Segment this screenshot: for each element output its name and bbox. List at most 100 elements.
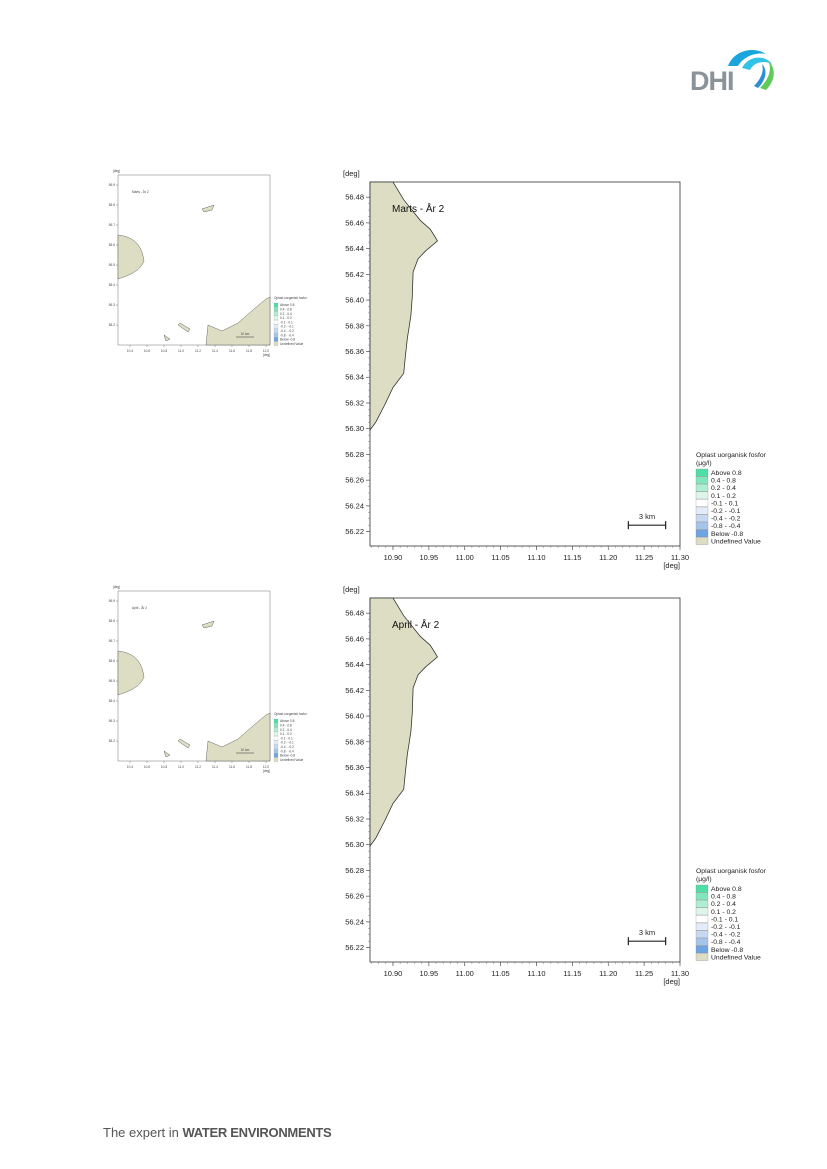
legend-swatch bbox=[695, 499, 709, 507]
footer-prefix: The expert in bbox=[103, 1125, 183, 1140]
legend-label: -0.8 - -0.4 bbox=[711, 939, 741, 946]
y-tick-label: 56.48 bbox=[345, 609, 364, 618]
legend-swatch bbox=[695, 884, 709, 893]
x-axis-unit: [deg] bbox=[663, 561, 680, 570]
y-tick-label: 56.24 bbox=[345, 501, 364, 510]
scale-bar-label: 3 km bbox=[639, 928, 655, 937]
legend-swatch bbox=[695, 907, 709, 916]
mini-legend-swatch bbox=[273, 723, 279, 728]
y-tick-label: 56.46 bbox=[345, 634, 364, 643]
mini-x-tick-label: 10.4 bbox=[127, 765, 133, 769]
mini-y-tick-label: 56.3 bbox=[109, 719, 115, 723]
mini-legend-swatch bbox=[273, 337, 279, 342]
mini-x-tick-label: 10.6 bbox=[144, 349, 150, 353]
mini-y-tick-label: 56.2 bbox=[109, 739, 115, 743]
scale-bar-label: 3 km bbox=[639, 512, 655, 521]
logo-text: DHI bbox=[690, 66, 734, 96]
x-axis-unit: [deg] bbox=[663, 977, 680, 986]
y-tick-label: 56.26 bbox=[345, 892, 364, 901]
y-axis-unit: [deg] bbox=[343, 585, 360, 594]
mini-islet bbox=[177, 738, 191, 749]
mini-scale-label: 10 km bbox=[241, 748, 250, 752]
mini-legend-label: 0.1 - 0.2 bbox=[280, 732, 292, 736]
mini-y-tick-label: 56.7 bbox=[109, 223, 115, 227]
legend-swatch bbox=[695, 892, 709, 900]
legend-unit: (µg/l) bbox=[696, 460, 712, 467]
x-tick-label: 11.00 bbox=[456, 969, 474, 978]
panel-title: Marts - År 2 bbox=[392, 202, 445, 215]
y-tick-label: 56.30 bbox=[345, 424, 364, 433]
mini-x-tick-label: 11.8 bbox=[246, 349, 252, 353]
x-tick-label: 10.95 bbox=[419, 553, 438, 562]
mini-y-tick-label: 56.9 bbox=[109, 599, 115, 603]
legend-swatch bbox=[695, 522, 709, 530]
mini-x-tick-label: 11.8 bbox=[246, 765, 252, 769]
mini-x-tick-label: 12.0 bbox=[263, 349, 269, 353]
mini-legend-swatch bbox=[273, 740, 279, 745]
mini-y-tick-label: 56.4 bbox=[109, 699, 115, 703]
legend-swatch bbox=[695, 945, 709, 954]
mini-y-tick-label: 56.3 bbox=[109, 303, 115, 307]
mini-legend-swatch bbox=[273, 311, 279, 316]
overview-map-april: [deg] April - År 2 56.9 56.8 56.7 56.6 56.5 56.… bbox=[109, 584, 308, 804]
y-tick-label: 56.46 bbox=[345, 218, 364, 227]
x-tick-label: 11.25 bbox=[635, 553, 653, 562]
mini-y-tick-label: 56.6 bbox=[109, 243, 115, 247]
legend-label: -0.1 - 0.1 bbox=[711, 500, 738, 507]
mini-y-tick-label: 56.8 bbox=[109, 203, 115, 207]
mini-islet-2 bbox=[163, 334, 171, 342]
mini-title: Marts - År 2 bbox=[132, 189, 149, 194]
mini-islet bbox=[177, 322, 191, 333]
mini-x-tick-label: 11.2 bbox=[195, 765, 201, 769]
legend-swatch bbox=[695, 506, 709, 515]
legend-swatch bbox=[695, 953, 709, 961]
legend-swatch bbox=[695, 491, 709, 500]
legend-swatch bbox=[695, 514, 709, 522]
x-tick-label: 11.20 bbox=[599, 969, 617, 978]
mini-legend-swatch bbox=[273, 736, 279, 741]
mini-legend-swatch bbox=[273, 731, 279, 736]
legend-label: 0.2 - 0.4 bbox=[711, 901, 736, 908]
wave-icon bbox=[728, 50, 774, 90]
mini-legend-swatch bbox=[273, 718, 279, 724]
y-tick-label: 56.24 bbox=[345, 917, 364, 926]
mini-y-tick-label: 56.6 bbox=[109, 659, 115, 663]
mini-legend-title: Oplast uorganisk fosfor bbox=[274, 296, 308, 300]
legend-unit: (µg/l) bbox=[696, 876, 712, 883]
mini-x-tick-label: 11.4 bbox=[212, 349, 218, 353]
legend-swatch bbox=[695, 484, 709, 492]
mini-legend-swatch bbox=[273, 744, 279, 749]
mini-scale-label: 10 km bbox=[241, 332, 250, 336]
mini-land-west bbox=[117, 650, 145, 696]
dhi-logo: DHI bbox=[690, 44, 776, 96]
overview-map-svg: [deg] Marts - År 2 56.9 56.8 56.7 56.6 56.5 56.… bbox=[109, 169, 308, 357]
mini-legend-label: 0.4 - 0.8 bbox=[280, 724, 292, 728]
mini-legend-label: Below -0.8 bbox=[280, 754, 295, 758]
y-tick-label: 56.22 bbox=[345, 943, 364, 952]
legend-swatch bbox=[695, 922, 709, 931]
y-tick-label: 56.44 bbox=[345, 660, 364, 669]
mini-y-unit: [deg] bbox=[113, 169, 120, 173]
legend-label: 0.4 - 0.8 bbox=[711, 894, 736, 901]
mini-x-tick-label: 11.4 bbox=[212, 765, 218, 769]
mini-y-tick-label: 56.7 bbox=[109, 639, 115, 643]
x-tick-label: 11.25 bbox=[635, 969, 653, 978]
legend-label: 0.2 - 0.4 bbox=[711, 485, 736, 492]
mini-island bbox=[201, 620, 215, 629]
mini-legend-swatch bbox=[273, 315, 279, 320]
x-tick-label: 11.15 bbox=[563, 553, 581, 562]
mini-legend-label: -0.2 - -0.1 bbox=[280, 741, 294, 745]
legend-swatch bbox=[695, 900, 709, 908]
legend-swatch bbox=[695, 468, 709, 477]
detail-map-april: [deg] April - År 2 56.48 56.46 56.44 56.42 56.… bbox=[338, 584, 818, 989]
mini-legend-label: -0.1 - 0.1 bbox=[280, 736, 293, 740]
mini-legend-label: Undefined Value bbox=[280, 758, 304, 762]
y-tick-label: 56.32 bbox=[345, 398, 364, 407]
x-tick-label: 11.15 bbox=[563, 969, 581, 978]
mini-y-unit: [deg] bbox=[113, 585, 120, 589]
overview-map-marts: [deg] Marts - År 2 56.9 56.8 56.7 56.6 56.5 56.… bbox=[109, 168, 308, 388]
legend-label: Undefined Value bbox=[711, 538, 761, 545]
legend-title: Oplast uorganisk fosfor bbox=[696, 868, 767, 875]
x-tick-label: 10.90 bbox=[384, 553, 403, 562]
mini-legend-swatch bbox=[273, 753, 279, 758]
